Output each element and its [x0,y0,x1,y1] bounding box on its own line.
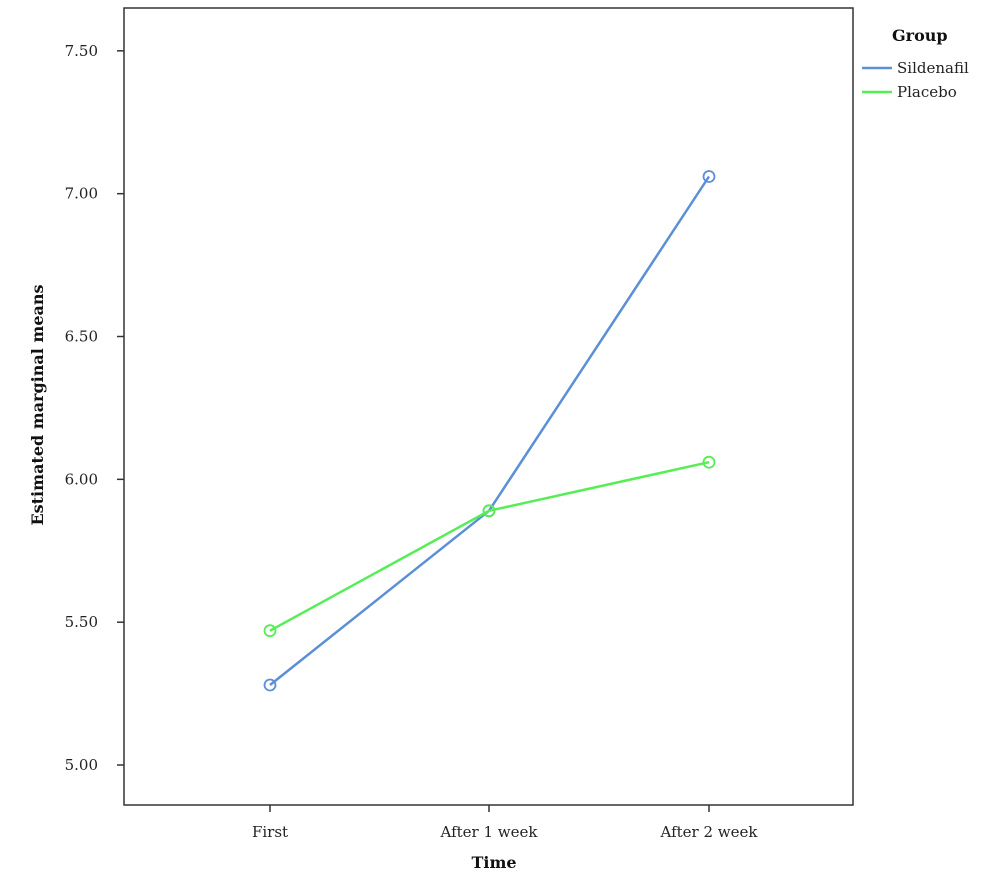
x-tick-label: First [252,823,288,841]
y-tick-label: 5.50 [65,613,98,631]
series-placebo [263,455,716,638]
data-point [263,678,277,692]
legend-label: Placebo [897,83,957,101]
legend: Group Sildenafil Placebo [862,26,969,101]
data-point [482,504,496,518]
data-point [702,455,716,469]
series-layer [263,170,716,692]
y-axis: 5.00 5.50 6.00 6.50 7.00 7.50 [65,42,124,774]
x-tick-label: After 1 week [440,823,539,841]
y-tick-label: 7.50 [65,42,98,60]
x-tick-label: After 2 week [660,823,759,841]
x-axis-title: Time [471,853,516,872]
y-axis-title: Estimated marginal means [28,284,47,525]
legend-title: Group [892,26,948,45]
series-line [269,460,710,632]
y-tick-label: 5.00 [65,756,98,774]
y-tick-label: 6.00 [65,470,98,488]
x-axis: First After 1 week After 2 week [252,805,758,841]
data-point [263,624,277,638]
plot-frame [123,7,854,806]
data-point [702,170,716,183]
legend-label: Sildenafil [897,59,969,77]
y-tick-label: 6.50 [65,328,98,346]
y-tick-label: 7.00 [65,185,98,203]
